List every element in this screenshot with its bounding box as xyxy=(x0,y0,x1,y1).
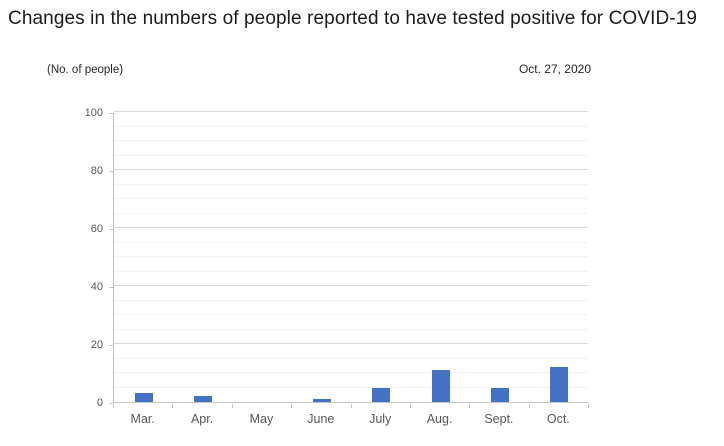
minor-gridline-45 xyxy=(114,270,588,272)
x-axis-label-june: June xyxy=(307,412,335,426)
as-of-date-label: Oct. 27, 2020 xyxy=(518,62,591,76)
y-axis-tick-mark-60 xyxy=(109,229,113,230)
bar-june xyxy=(312,399,331,402)
minor-gridline-35 xyxy=(114,299,588,301)
minor-gridline-90 xyxy=(114,140,588,141)
minor-gridline-50 xyxy=(114,256,588,257)
y-axis-tick-mark-40 xyxy=(109,287,113,288)
x-axis-tick-mark-6 xyxy=(469,404,471,408)
major-gridline-20 xyxy=(114,343,588,344)
y-axis-tick-label-80: 80 xyxy=(90,165,103,177)
y-axis-tick-label-0: 0 xyxy=(96,397,103,409)
minor-gridline-30 xyxy=(114,314,588,315)
x-axis-label-july: July xyxy=(369,412,392,426)
x-axis-tick-mark-3 xyxy=(291,404,293,408)
y-axis-tick-label-100: 100 xyxy=(84,107,103,119)
x-axis-label-aug: Aug. xyxy=(426,412,453,426)
major-gridline-100 xyxy=(114,111,588,112)
minor-gridline-25 xyxy=(114,328,588,330)
y-axis-tick-mark-20 xyxy=(109,345,113,346)
bar-oct xyxy=(550,367,569,402)
minor-gridline-95 xyxy=(114,125,588,127)
minor-gridline-70 xyxy=(114,198,588,199)
minor-gridline-10 xyxy=(114,372,588,373)
bar-apr xyxy=(194,396,213,402)
bar-july xyxy=(372,387,391,402)
y-axis-tick-mark-100 xyxy=(109,113,113,114)
y-axis-unit-label: (No. of people) xyxy=(47,64,124,76)
x-axis-label-apr: Apr. xyxy=(190,412,214,426)
minor-gridline-65 xyxy=(114,212,588,214)
y-axis-tick-label-40: 40 xyxy=(90,281,103,293)
bar-mar xyxy=(134,393,153,402)
y-axis-tick-label-60: 60 xyxy=(90,223,103,235)
bar-aug xyxy=(431,370,450,402)
x-axis-label-may: May xyxy=(249,412,274,426)
bar-chart-plot-area xyxy=(113,111,588,403)
x-axis-tick-mark-7 xyxy=(528,404,530,408)
minor-gridline-15 xyxy=(114,357,588,359)
minor-gridline-75 xyxy=(114,183,588,185)
minor-gridline-55 xyxy=(114,241,588,243)
minor-gridline-85 xyxy=(114,154,588,156)
bar-sept xyxy=(490,387,509,402)
y-axis-tick-mark-80 xyxy=(109,171,113,172)
x-axis-tick-mark-2 xyxy=(231,404,233,408)
x-axis-tick-mark-1 xyxy=(172,404,174,408)
x-axis-tick-mark-4 xyxy=(350,404,352,408)
minor-gridline-5 xyxy=(114,386,588,388)
x-axis-label-mar: Mar. xyxy=(130,412,155,426)
x-axis-label-sept: Sept. xyxy=(484,412,514,426)
chart-title: Changes in the numbers of people reporte… xyxy=(8,8,698,29)
y-axis-tick-label-20: 20 xyxy=(90,339,103,351)
x-axis-tick-mark-5 xyxy=(409,404,411,408)
x-axis-label-oct: Oct. xyxy=(546,412,570,426)
major-gridline-60 xyxy=(114,227,588,228)
major-gridline-80 xyxy=(114,169,588,170)
x-axis-tick-mark-8 xyxy=(588,404,589,408)
major-gridline-40 xyxy=(114,285,588,286)
x-axis-tick-mark-0 xyxy=(113,404,114,408)
y-axis-tick-mark-0 xyxy=(109,403,113,404)
